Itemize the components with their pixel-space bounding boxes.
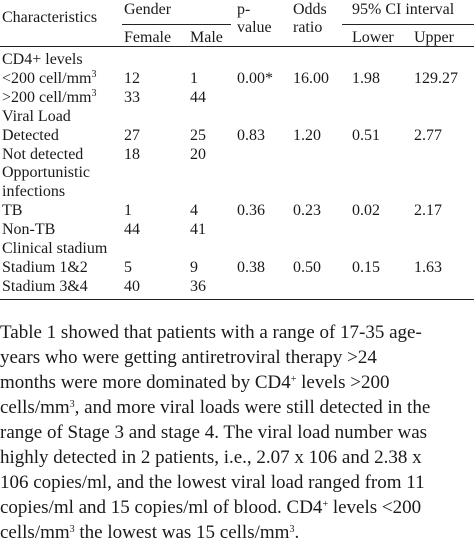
paragraph-line: highly detected in 2 patients, i.e., 2.0… <box>0 447 422 468</box>
cell-pvalue: 0.00* <box>237 69 273 87</box>
table-bottom-rule <box>0 299 474 300</box>
ci-underline <box>342 24 474 25</box>
cell-pvalue: 0.38 <box>237 258 265 276</box>
paragraph-line: copies/ml and 15 copies/ml of blood. CD4… <box>0 497 422 518</box>
cell-female: 33 <box>124 88 140 106</box>
cell-female: 40 <box>124 277 140 295</box>
header-odds-line2: ratio <box>293 19 323 36</box>
paragraph-line: months were more dominated by CD4+ level… <box>0 372 390 393</box>
header-bottom-rule <box>0 46 474 47</box>
paragraph-line: range of Stage 3 and stage 4. The viral … <box>0 422 428 443</box>
cell-male: 4 <box>190 202 198 220</box>
cell-ci-lower: 0.02 <box>352 202 380 220</box>
cell-label: TB <box>2 202 23 220</box>
cell-male: 20 <box>190 145 206 163</box>
body-paragraph: Table 1 showed that patients with a rang… <box>0 320 474 545</box>
cell-ci-lower: 1.98 <box>352 69 380 87</box>
cell-ci-upper: 2.77 <box>414 126 442 144</box>
header-odds-line1: Odds <box>293 1 327 18</box>
header-ci: 95% CI interval <box>352 1 455 18</box>
header-lower: Lower <box>352 29 394 46</box>
cell-label: Not detected <box>2 145 84 163</box>
cell-label: Clinical stadium <box>2 240 108 257</box>
header-pvalue-line2: value <box>237 19 272 36</box>
header-male: Male <box>190 29 223 46</box>
cell-male: 25 <box>190 126 206 144</box>
cell-female: 5 <box>124 258 132 276</box>
paragraph-line: 106 copies/ml, and the lowest viral load… <box>0 472 425 493</box>
header-gender: Gender <box>124 1 172 18</box>
cell-label: CD4+ levels <box>2 51 83 68</box>
paragraph-line: years who were getting antiretroviral th… <box>0 347 377 368</box>
cell-label: infections <box>2 183 66 201</box>
cell-male: 1 <box>190 69 198 87</box>
paragraph-line: cells/mm3 the lowest was 15 cells/mm3. <box>0 522 300 543</box>
cell-female: 27 <box>124 126 140 144</box>
cell-label: Non-TB <box>2 221 56 239</box>
cell-female: 1 <box>124 202 132 220</box>
cell-odds-ratio: 16.00 <box>293 69 329 87</box>
cell-label: Stadium 1&2 <box>2 258 88 276</box>
cell-label: Opportunistic <box>2 164 90 182</box>
cell-label: Stadium 3&4 <box>2 277 88 295</box>
header-characteristics: Characteristics <box>2 9 98 26</box>
cell-male: 44 <box>190 88 206 106</box>
cell-label: Detected <box>2 126 59 144</box>
cell-pvalue: 0.36 <box>237 202 265 220</box>
header-upper: Upper <box>414 29 454 46</box>
gender-underline <box>122 24 231 25</box>
cell-female: 12 <box>124 69 140 87</box>
cell-label: >200 cell/mm3 <box>2 87 97 106</box>
cell-odds-ratio: 1.20 <box>293 126 321 144</box>
cell-ci-lower: 0.15 <box>352 258 380 276</box>
cell-odds-ratio: 0.50 <box>293 258 321 276</box>
paragraph-line: cells/mm3, and more viral loads were sti… <box>0 397 431 418</box>
cell-female: 18 <box>124 145 140 163</box>
cell-odds-ratio: 0.23 <box>293 202 321 220</box>
results-table: Characteristics Gender Female Male p- va… <box>0 1 474 300</box>
cell-ci-upper: 1.63 <box>414 258 442 276</box>
cell-ci-lower: 0.51 <box>352 126 380 144</box>
header-pvalue-line1: p- <box>237 1 251 18</box>
cell-female: 44 <box>124 221 140 239</box>
cell-label: Viral Load <box>2 107 71 125</box>
paragraph-line: Table 1 showed that patients with a rang… <box>0 322 422 343</box>
header-female: Female <box>124 29 172 46</box>
cell-male: 41 <box>190 221 206 239</box>
cell-ci-upper: 2.17 <box>414 202 442 220</box>
cell-label: <200 cell/mm3 <box>2 68 97 87</box>
cell-pvalue: 0.83 <box>237 126 265 144</box>
cell-male: 9 <box>190 258 198 276</box>
cell-ci-upper: 129.27 <box>414 69 458 87</box>
cell-male: 36 <box>190 277 206 295</box>
